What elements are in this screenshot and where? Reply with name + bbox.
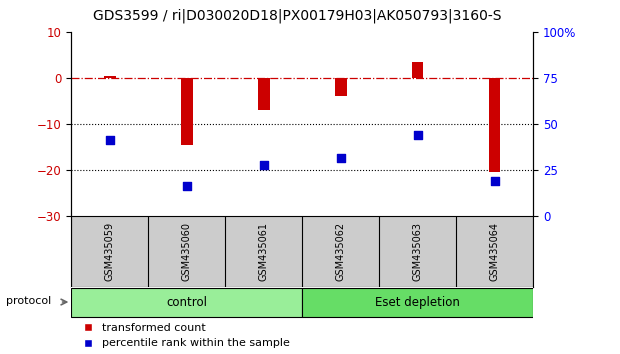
Text: control: control (166, 296, 207, 309)
Point (105, 137, 115, 143)
Bar (303, 288, 533, 317)
Point (490, 178, 500, 184)
Bar (489, 78, 500, 172)
Bar (335, 78, 347, 96)
Legend: transformed count, percentile rank within the sample: transformed count, percentile rank withi… (77, 323, 290, 348)
Text: GSM435064: GSM435064 (490, 222, 500, 281)
Bar (181, 78, 193, 144)
Text: GSM435063: GSM435063 (413, 222, 423, 281)
Point (259, 162, 268, 168)
Bar (71, 288, 303, 317)
Point (182, 183, 192, 189)
Bar (258, 78, 270, 110)
Point (336, 156, 346, 161)
Text: GDS3599 / ri|D030020D18|PX00179H03|AK050793|3160-S: GDS3599 / ri|D030020D18|PX00179H03|AK050… (94, 9, 502, 23)
Text: GSM435061: GSM435061 (259, 222, 268, 281)
Text: Eset depletion: Eset depletion (375, 296, 460, 309)
Text: GSM435059: GSM435059 (105, 222, 115, 281)
Text: GSM435062: GSM435062 (336, 222, 346, 281)
Point (413, 132, 423, 138)
Bar (412, 62, 423, 78)
Text: protocol: protocol (6, 296, 51, 306)
Bar (104, 76, 115, 78)
Text: GSM435060: GSM435060 (182, 222, 192, 281)
